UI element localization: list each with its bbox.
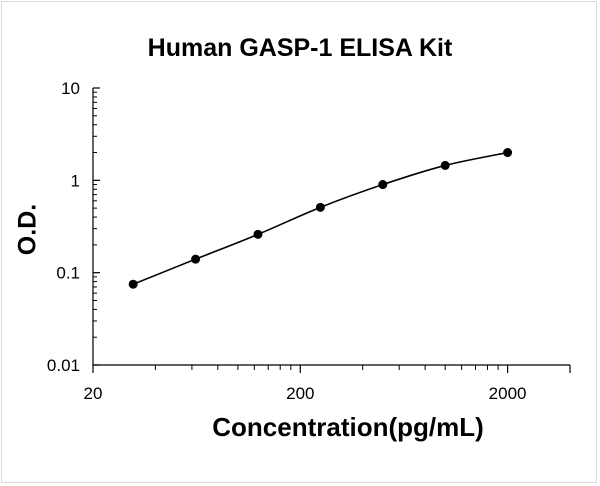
x-tick-label: 2000 [489,384,527,403]
tick-labels: 0.01 0.1 1 10 20 200 2000 [47,79,527,403]
data-point [191,254,201,264]
data-point [253,229,263,239]
ticks [92,87,571,373]
axes [92,88,570,366]
data-point [503,148,513,158]
y-tick-label: 0.1 [56,264,80,283]
chart-title: Human GASP-1 ELISA Kit [147,34,453,62]
data-point [128,279,138,289]
data-point [440,160,450,170]
fit-curve [132,151,508,285]
y-tick-label: 1 [71,171,80,190]
y-tick-label: 10 [61,79,80,98]
x-tick-label: 200 [286,384,314,403]
data-points [128,148,513,289]
trend-line [132,151,508,285]
x-tick-label: 20 [84,384,103,403]
data-point [378,180,388,190]
data-point [315,202,325,212]
x-axis-label: Concentration(pg/mL) [212,412,484,442]
y-tick-label: 0.01 [47,356,80,375]
